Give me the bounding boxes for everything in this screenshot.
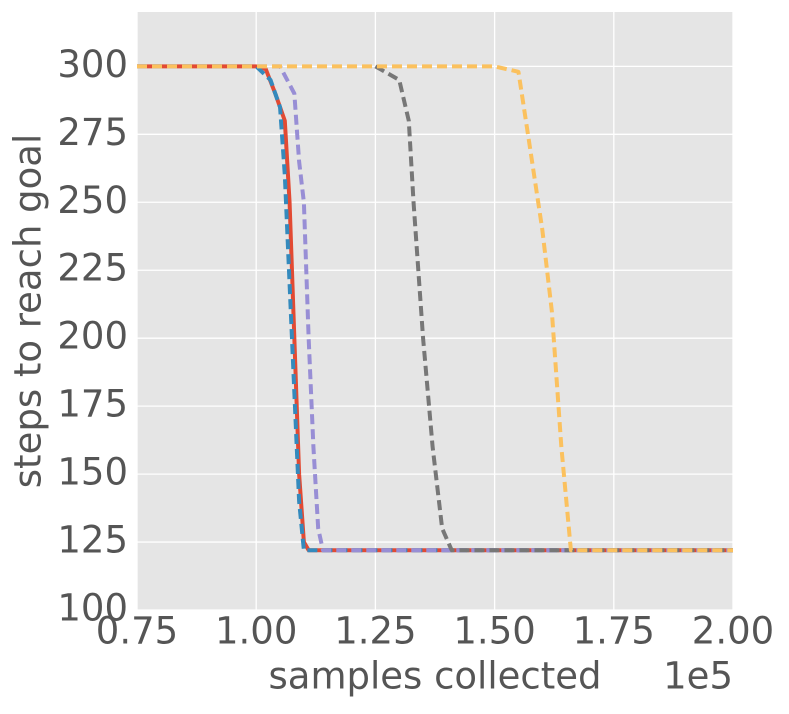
y-tick-label: 250 — [57, 179, 128, 222]
y-tick-label: 275 — [57, 111, 128, 154]
series-line — [137, 64, 733, 553]
labels: samples collected 1e5 steps to reach goa… — [7, 43, 775, 698]
y-tick-label: 200 — [57, 315, 128, 358]
series-line — [137, 64, 733, 553]
y-tick-label: 175 — [57, 383, 128, 426]
x-offset-label: 1e5 — [663, 655, 733, 698]
y-tick-label: 100 — [57, 587, 128, 630]
series-line — [374, 64, 733, 553]
y-tick-label: 300 — [57, 43, 128, 86]
x-tick-label: 0.75 — [96, 610, 178, 653]
y-tick-label: 125 — [57, 519, 128, 562]
series-line — [137, 64, 733, 553]
x-axis-label: samples collected — [269, 655, 602, 698]
x-tick-label: 2.00 — [692, 610, 774, 653]
y-tick-label: 150 — [57, 451, 128, 494]
x-tick-label: 1.50 — [453, 610, 535, 653]
grid — [136, 12, 734, 611]
x-tick-label: 1.00 — [215, 610, 297, 653]
lines — [137, 64, 733, 553]
y-tick-label: 225 — [57, 247, 128, 290]
x-tick-label: 1.25 — [334, 610, 416, 653]
y-axis-label: steps to reach goal — [7, 134, 50, 488]
x-tick-label: 1.75 — [573, 610, 655, 653]
plot-area — [137, 12, 733, 610]
